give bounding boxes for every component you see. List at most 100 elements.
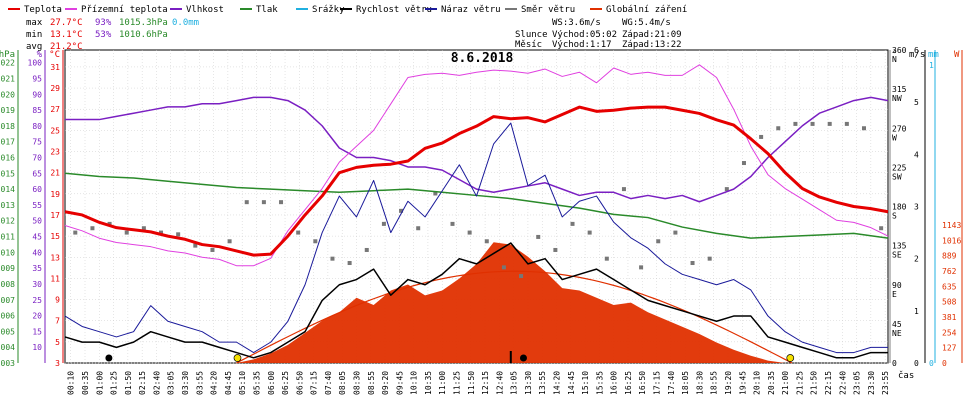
dir-tick-label: 135 (892, 242, 907, 251)
wind-direction-point (587, 230, 592, 235)
humidity-line (65, 96, 889, 203)
wind-direction-point (621, 187, 626, 192)
press-tick-label: 1009 (0, 264, 15, 273)
wind-direction-point (210, 247, 215, 252)
hum-tick-label: 35 (32, 264, 42, 273)
stats-max-hum: 93% (95, 18, 112, 28)
press-tick-label: 1019 (0, 106, 15, 115)
wind-direction-point (759, 134, 764, 139)
hum-tick-label: 20 (32, 312, 42, 321)
legend-label-5: Rychlost větru (356, 5, 432, 15)
rad-tick-label: 1016 (942, 236, 961, 245)
sunset-marker (786, 354, 795, 362)
dir-tick-label: 315 (892, 85, 907, 94)
wind-direction-point (193, 243, 198, 248)
wind-direction-point (707, 256, 712, 261)
press-tick-label: 1010 (0, 248, 15, 257)
x-tick-label: 02:15 (138, 371, 147, 395)
windspeed-tick-label: 2 (914, 255, 919, 264)
press-tick-label: 1013 (0, 201, 15, 210)
stats-min-press: 1010.6hPa (119, 30, 168, 40)
dir-tick-label: 225 (892, 163, 907, 172)
windspeed-tick-label: 0 (914, 359, 919, 368)
windspeed-tick-label: 5 (914, 98, 919, 107)
stats-max-label: max (26, 18, 43, 28)
temp-tick-label: 29 (50, 84, 60, 93)
wind-direction-point (433, 191, 438, 196)
press-tick-label: 1008 (0, 280, 15, 289)
radiation-area (236, 242, 786, 363)
wind-direction-point (604, 256, 609, 261)
legend-label-3: Tlak (256, 5, 278, 15)
legend: Teplota Přízemní teplota Vlhkost Tlak Srážky… (8, 5, 687, 15)
x-tick-label: 09:45 (395, 371, 404, 395)
moon-rise: Východ:1:17 (552, 40, 612, 50)
rad-tick-label: 1143 (942, 221, 961, 230)
pressure-line (64, 172, 889, 239)
stats-min-temp: 13.1°C (50, 30, 83, 40)
x-tick-label: 15:10 (581, 371, 590, 395)
x-tick-label: 07:15 (310, 371, 319, 395)
press-tick-label: 1011 (0, 233, 15, 242)
x-tick-label: 21:00 (781, 371, 790, 395)
x-tick-label: 13:30 (524, 371, 533, 395)
wind-direction-point (176, 232, 181, 237)
x-tick-label: 01:00 (95, 371, 104, 395)
windspeed-tick-label: 3 (914, 203, 919, 212)
wind-direction-point (330, 256, 335, 261)
hum-tick-label: 85 (32, 106, 42, 115)
x-tick-label: 23:05 (853, 371, 862, 395)
x-tick-label: 10:35 (424, 371, 433, 395)
wind-direction-point (570, 221, 575, 226)
x-tick-label: 22:15 (824, 371, 833, 395)
press-tick-label: 1018 (0, 122, 15, 131)
sunrise-marker (233, 354, 242, 362)
x-tick-label: 21:50 (810, 371, 819, 395)
wind-ws: WS:3.6m/s (552, 18, 601, 28)
legend-label-7: Směr větru (521, 5, 575, 15)
press-tick-label: 1016 (0, 153, 15, 162)
wind-direction-point (347, 261, 352, 266)
x-tick-label: 23:30 (867, 371, 876, 395)
press-tick-label: 1006 (0, 312, 15, 321)
x-tick-label: 23:55 (881, 371, 890, 395)
rain-axis-title: mm (928, 50, 939, 60)
x-tick-label: 20:10 (753, 371, 762, 395)
temp-tick-label: 19 (50, 190, 60, 199)
press-tick-label: 1007 (0, 296, 15, 305)
stats-block: max 27.7°C 93% 1015.3hPa 0.0mm min 13.1°… (26, 18, 199, 52)
x-tick-label: 18:55 (710, 371, 719, 395)
stats-max-press: 1015.3hPa (119, 18, 168, 28)
press-tick-label: 1015 (0, 169, 15, 178)
rad-axis-title: W (954, 50, 960, 60)
sun-moon-markers (105, 351, 795, 363)
x-tick-label: 06:50 (295, 371, 304, 395)
hum-tick-label: 10 (32, 343, 42, 352)
press-tick-label: 1003 (0, 359, 15, 368)
x-tick-label: 20:35 (767, 371, 776, 395)
wind-direction-point (244, 200, 249, 205)
moonrise-marker (105, 354, 113, 362)
sun-moon-info: WS:3.6m/s WG:5.4m/s Slunce Východ:05:02 … (515, 18, 682, 50)
wind-direction-point (656, 239, 661, 244)
series-layer (64, 64, 889, 364)
rad-tick-label: 889 (942, 252, 957, 261)
x-tick-label: 08:05 (338, 371, 347, 395)
wind-direction-point (467, 230, 472, 235)
wind-direction-point (484, 239, 489, 244)
hum-tick-label: 60 (32, 185, 42, 194)
wind-direction-point (501, 265, 506, 270)
hum-tick-label: 100 (28, 59, 43, 68)
dir-tick-label: 90 (892, 281, 902, 290)
windspeed-tick-label: 1 (914, 307, 919, 316)
hum-tick-label: 65 (32, 169, 42, 178)
stats-max-rain: 0.0mm (172, 18, 199, 28)
rad-tick-label: 254 (942, 328, 957, 337)
x-tick-label: 00:10 (67, 371, 76, 395)
press-axis-title: hPa (0, 50, 15, 60)
temp-axis-title: °C (49, 50, 60, 60)
